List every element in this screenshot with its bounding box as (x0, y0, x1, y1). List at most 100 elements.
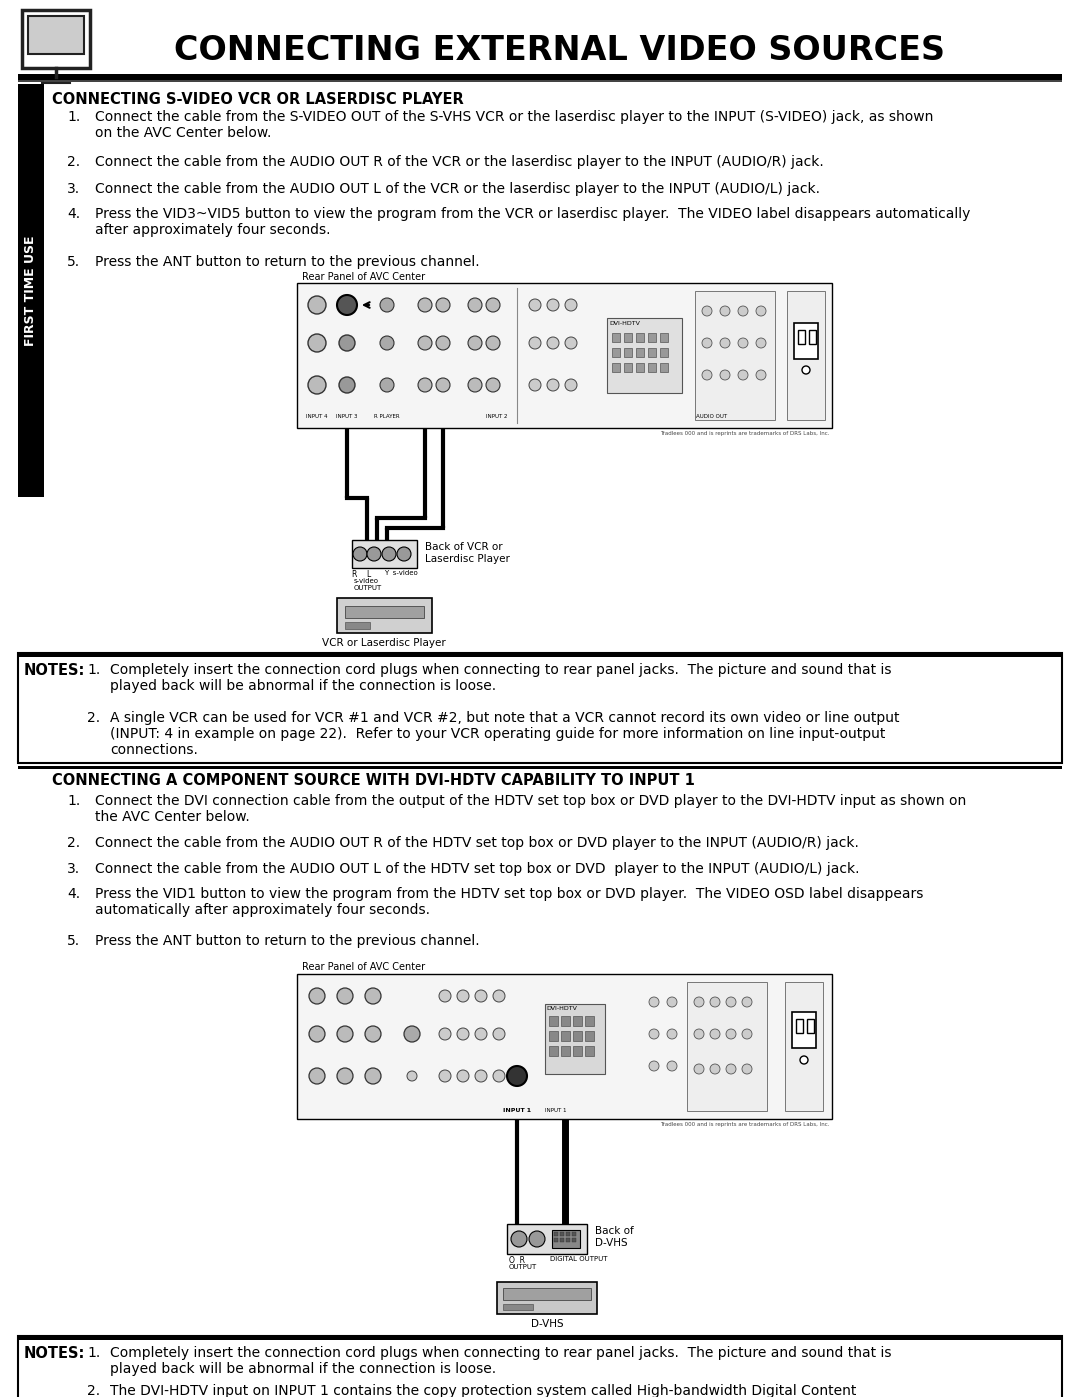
Text: 3.: 3. (67, 182, 80, 196)
Text: Back of VCR or
Laserdisc Player: Back of VCR or Laserdisc Player (426, 542, 510, 563)
Circle shape (418, 379, 432, 393)
Circle shape (308, 296, 326, 314)
Text: Y  s-video: Y s-video (384, 570, 418, 576)
Circle shape (337, 295, 357, 314)
Text: The DVI-HDTV input on INPUT 1 contains the copy protection system called High-ba: The DVI-HDTV input on INPUT 1 contains t… (110, 1384, 882, 1397)
Text: A single VCR can be used for VCR #1 and VCR #2, but note that a VCR cannot recor: A single VCR can be used for VCR #1 and … (110, 711, 900, 757)
Bar (687, 982, 767, 1111)
Bar (612, 348, 620, 358)
Circle shape (720, 338, 730, 348)
Bar (624, 363, 632, 372)
Circle shape (710, 997, 720, 1007)
Text: s-video
OUTPUT: s-video OUTPUT (354, 578, 382, 591)
Bar (566, 1238, 570, 1242)
Circle shape (309, 988, 325, 1004)
Circle shape (309, 1067, 325, 1084)
Bar (648, 348, 656, 358)
Circle shape (529, 1231, 545, 1248)
Text: 2.: 2. (67, 835, 80, 849)
Text: INPUT 1: INPUT 1 (545, 1108, 567, 1113)
Circle shape (486, 337, 500, 351)
Circle shape (742, 1030, 752, 1039)
Bar (18, 1336, 1062, 1397)
Circle shape (457, 1070, 469, 1083)
Circle shape (337, 1067, 353, 1084)
Text: NOTES:: NOTES: (24, 1345, 85, 1361)
Circle shape (418, 337, 432, 351)
Bar (585, 1031, 594, 1041)
Circle shape (436, 379, 450, 393)
Circle shape (339, 335, 355, 351)
Text: O  R: O R (509, 1256, 525, 1266)
Circle shape (353, 548, 367, 562)
Bar (648, 332, 656, 342)
Bar (503, 1303, 534, 1310)
Text: Connect the cable from the S-VIDEO OUT of the S-VHS VCR or the laserdisc player : Connect the cable from the S-VIDEO OUT o… (95, 110, 933, 140)
Bar (636, 363, 644, 372)
Bar (554, 1232, 558, 1236)
Bar (18, 1336, 1062, 1340)
Bar (497, 1282, 597, 1315)
Bar (552, 1229, 580, 1248)
Circle shape (738, 306, 748, 316)
Circle shape (720, 370, 730, 380)
Circle shape (486, 379, 500, 393)
Circle shape (738, 370, 748, 380)
Text: DIGITAL OUTPUT: DIGITAL OUTPUT (550, 1256, 607, 1261)
Circle shape (529, 379, 541, 391)
Text: Tradlees 000 and is reprints are trademarks of DRS Labs, Inc.: Tradlees 000 and is reprints are tradema… (661, 1122, 831, 1127)
Bar (612, 363, 620, 372)
Text: Tradlees 000 and is reprints are trademarks of DRS Labs, Inc.: Tradlees 000 and is reprints are tradema… (661, 432, 831, 436)
Circle shape (418, 298, 432, 312)
Circle shape (565, 379, 577, 391)
Bar (660, 348, 669, 358)
Bar (297, 284, 832, 427)
Circle shape (309, 1025, 325, 1042)
Bar (503, 1288, 591, 1301)
Bar (549, 1016, 558, 1025)
Bar (792, 1011, 816, 1048)
Bar (796, 1018, 804, 1032)
Circle shape (337, 1025, 353, 1042)
Circle shape (436, 337, 450, 351)
Bar (787, 291, 825, 420)
Bar (345, 606, 424, 617)
Bar (607, 319, 681, 393)
Circle shape (800, 1056, 808, 1065)
Circle shape (367, 548, 381, 562)
Text: 1.: 1. (87, 664, 100, 678)
Circle shape (546, 337, 559, 349)
Circle shape (438, 990, 451, 1002)
Bar (507, 1224, 588, 1255)
Text: CONNECTING EXTERNAL VIDEO SOURCES: CONNECTING EXTERNAL VIDEO SOURCES (175, 34, 945, 67)
Bar (352, 541, 417, 569)
Bar (573, 1046, 582, 1056)
Text: 1.: 1. (67, 793, 80, 807)
Circle shape (529, 337, 541, 349)
Circle shape (380, 379, 394, 393)
Bar (561, 1232, 564, 1236)
Circle shape (756, 338, 766, 348)
Bar (561, 1046, 570, 1056)
Text: INPUT 3: INPUT 3 (336, 414, 357, 419)
Text: Press the ANT button to return to the previous channel.: Press the ANT button to return to the pr… (95, 256, 480, 270)
Bar (660, 363, 669, 372)
Circle shape (486, 298, 500, 312)
Circle shape (475, 990, 487, 1002)
Bar (18, 80, 1062, 82)
Circle shape (649, 1030, 659, 1039)
Circle shape (694, 997, 704, 1007)
Text: Connect the cable from the AUDIO OUT R of the VCR or the laserdisc player to the: Connect the cable from the AUDIO OUT R o… (95, 155, 824, 169)
Circle shape (365, 1067, 381, 1084)
Circle shape (649, 997, 659, 1007)
Text: 4.: 4. (67, 887, 80, 901)
Bar (22, 10, 90, 68)
Bar (612, 332, 620, 342)
Text: DVI-HDTV: DVI-HDTV (609, 321, 639, 326)
Circle shape (436, 298, 450, 312)
Bar (297, 974, 832, 1119)
Bar (794, 323, 818, 359)
Circle shape (475, 1028, 487, 1039)
Circle shape (380, 298, 394, 312)
Circle shape (694, 1065, 704, 1074)
